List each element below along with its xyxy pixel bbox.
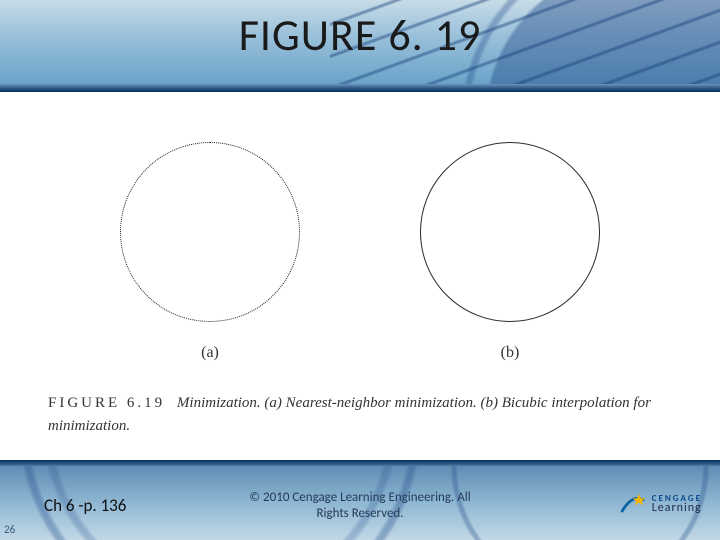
cengage-logo: CENGAGE Learning [618,490,702,518]
cengage-logo-icon [618,490,646,518]
content-area: (a) (b) FIGURE 6.19 Minimization. (a) Ne… [0,92,720,468]
figure-a-label: (a) [80,344,340,362]
figure-b-label: (b) [380,344,640,362]
slide: FIGURE 6. 19 (a) (b) FIGURE 6.19 Minimiz… [0,0,720,540]
copyright-line1: © 2010 Cengage Learning Engineering. All [249,490,470,505]
slide-number: 26 [4,523,15,536]
figure-row: (a) (b) [60,132,660,352]
circle-a-dotted [120,142,300,322]
copyright-text: © 2010 Cengage Learning Engineering. All… [0,490,720,523]
cengage-logo-text: CENGAGE Learning [652,495,702,514]
circle-b-wrap [410,132,610,332]
figure-a: (a) [80,132,340,362]
slide-title: FIGURE 6. 19 [0,8,720,62]
figure-caption-number: FIGURE 6.19 [48,392,165,415]
header-divider [0,84,720,92]
logo-brand-bottom: Learning [652,503,702,514]
figure-b: (b) [380,132,640,362]
circle-b-solid [420,142,600,322]
copyright-line2: Rights Reserved. [316,506,403,521]
figure-caption: FIGURE 6.19 Minimization. (a) Nearest-ne… [48,392,688,437]
circle-a-wrap [110,132,310,332]
